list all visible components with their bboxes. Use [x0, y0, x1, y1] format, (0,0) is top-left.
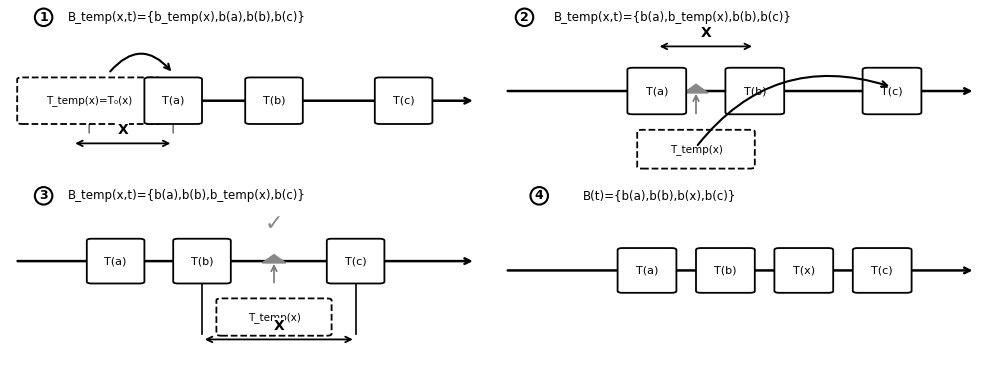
Text: X: X	[273, 319, 284, 333]
FancyBboxPatch shape	[17, 78, 161, 124]
Polygon shape	[684, 84, 708, 93]
Text: T(c): T(c)	[881, 86, 903, 96]
FancyBboxPatch shape	[216, 298, 332, 336]
FancyBboxPatch shape	[173, 239, 231, 283]
Text: X: X	[700, 26, 711, 40]
Text: T_temp(x): T_temp(x)	[670, 144, 722, 155]
FancyBboxPatch shape	[725, 68, 784, 114]
Polygon shape	[645, 84, 669, 93]
Polygon shape	[161, 94, 185, 103]
Polygon shape	[190, 254, 214, 263]
Text: T_temp(x): T_temp(x)	[248, 311, 300, 323]
Text: T(a): T(a)	[162, 96, 184, 106]
FancyBboxPatch shape	[863, 68, 921, 114]
Text: T(a): T(a)	[646, 86, 668, 96]
Polygon shape	[77, 94, 101, 103]
Text: T(c): T(c)	[345, 256, 366, 266]
Text: T(a): T(a)	[636, 266, 658, 275]
FancyBboxPatch shape	[375, 78, 432, 124]
Text: B_temp(x,t)={b_temp(x),b(a),b(b),b(c)}: B_temp(x,t)={b_temp(x),b(a),b(b),b(c)}	[68, 11, 305, 24]
Text: T(c): T(c)	[393, 96, 414, 106]
Polygon shape	[792, 264, 816, 272]
FancyBboxPatch shape	[627, 68, 686, 114]
Text: B(t)={b(a),b(b),b(x),b(c)}: B(t)={b(a),b(b),b(x),b(c)}	[583, 189, 737, 202]
FancyBboxPatch shape	[327, 239, 384, 283]
Text: 1: 1	[39, 11, 48, 24]
Text: T_temp(x)=T₀(x): T_temp(x)=T₀(x)	[46, 95, 132, 106]
Text: 4: 4	[535, 189, 544, 202]
FancyBboxPatch shape	[144, 78, 202, 124]
Text: T(a): T(a)	[104, 256, 127, 266]
Text: B_temp(x,t)={b(a),b_temp(x),b(b),b(c)}: B_temp(x,t)={b(a),b_temp(x),b(b),b(c)}	[554, 11, 792, 24]
Polygon shape	[713, 264, 738, 272]
Polygon shape	[262, 254, 286, 263]
Text: X: X	[117, 123, 128, 137]
Text: T(b): T(b)	[263, 96, 285, 106]
Polygon shape	[635, 264, 659, 272]
FancyBboxPatch shape	[245, 78, 303, 124]
Text: T(c): T(c)	[871, 266, 893, 275]
Text: 2: 2	[520, 11, 529, 24]
FancyBboxPatch shape	[618, 248, 676, 293]
Text: B_temp(x,t)={b(a),b(b),b_temp(x),b(c)}: B_temp(x,t)={b(a),b(b),b_temp(x),b(c)}	[68, 189, 305, 202]
FancyBboxPatch shape	[853, 248, 912, 293]
Text: T(b): T(b)	[714, 266, 737, 275]
Polygon shape	[344, 254, 367, 263]
Text: ✓: ✓	[265, 214, 283, 234]
FancyBboxPatch shape	[637, 130, 755, 169]
Text: T(b): T(b)	[191, 256, 213, 266]
Polygon shape	[743, 84, 767, 93]
FancyBboxPatch shape	[696, 248, 755, 293]
Text: 3: 3	[39, 189, 48, 202]
Text: T(b): T(b)	[744, 86, 766, 96]
FancyBboxPatch shape	[774, 248, 833, 293]
Polygon shape	[104, 254, 127, 263]
Text: T(x): T(x)	[793, 266, 815, 275]
FancyBboxPatch shape	[87, 239, 144, 283]
Polygon shape	[870, 264, 894, 272]
